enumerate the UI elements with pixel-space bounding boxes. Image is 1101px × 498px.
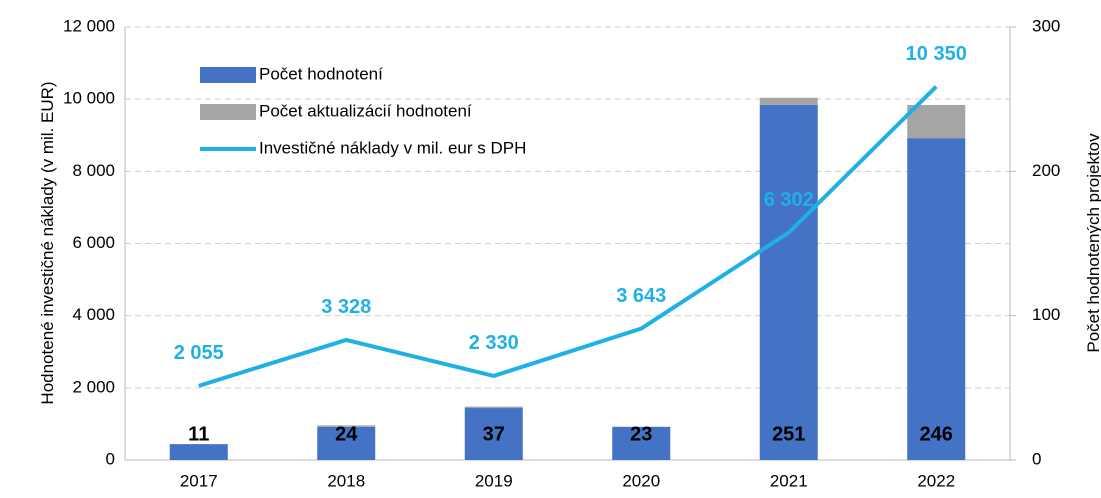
data-label: 6 302 bbox=[764, 189, 814, 211]
x-tick-label: 2018 bbox=[327, 471, 365, 490]
y-tick-label: 4 000 bbox=[72, 305, 115, 324]
total-label: 246 bbox=[920, 423, 953, 445]
legend-swatch bbox=[200, 67, 256, 83]
bar bbox=[317, 426, 376, 460]
x-tick-label: 2020 bbox=[622, 471, 660, 490]
data-label: 10 350 bbox=[906, 43, 967, 65]
data-label: 3 643 bbox=[616, 285, 666, 307]
x-tick-label: 2019 bbox=[475, 471, 513, 490]
bar bbox=[464, 406, 523, 409]
total-label: 24 bbox=[335, 423, 358, 445]
x-tick-label: 2022 bbox=[917, 471, 955, 490]
y-tick-label: 2 000 bbox=[72, 377, 115, 396]
bar bbox=[317, 425, 376, 427]
x-tick-label: 2021 bbox=[770, 471, 808, 490]
legend-label: Investičné náklady v mil. eur s DPH bbox=[259, 138, 526, 157]
y-tick-label: 8 000 bbox=[72, 161, 115, 180]
bar bbox=[169, 444, 228, 460]
bar bbox=[464, 408, 523, 460]
legend-swatch bbox=[200, 104, 256, 120]
y-tick-label: 10 000 bbox=[63, 89, 115, 108]
y2-tick-label: 300 bbox=[1032, 16, 1060, 35]
y-tick-label: 12 000 bbox=[63, 16, 115, 35]
total-label: 23 bbox=[630, 423, 652, 445]
line bbox=[198, 85, 938, 388]
y-tick-label: 6 000 bbox=[72, 233, 115, 252]
bar bbox=[907, 138, 966, 461]
bar bbox=[612, 426, 671, 460]
bar bbox=[759, 104, 818, 460]
legend-label: Počet aktualizácií hodnotení bbox=[259, 101, 472, 120]
y2-tick-label: 0 bbox=[1032, 449, 1041, 468]
y-tick-label: 0 bbox=[106, 449, 115, 468]
legend-label: Počet hodnotení bbox=[259, 64, 383, 83]
y2-tick-label: 100 bbox=[1032, 305, 1060, 324]
data-label: 3 328 bbox=[321, 296, 371, 318]
bar bbox=[759, 97, 818, 105]
total-label: 37 bbox=[483, 423, 505, 445]
total-label: 251 bbox=[772, 423, 805, 445]
y2-tick-label: 200 bbox=[1032, 161, 1060, 180]
x-tick-label: 2017 bbox=[180, 471, 218, 490]
bar bbox=[907, 104, 966, 139]
y2-axis-label: Počet hodnotených projektov bbox=[1084, 133, 1101, 353]
y-axis-label: Hodnotené investičné náklady (v mil. EUR… bbox=[38, 81, 57, 405]
data-label: 2 330 bbox=[469, 332, 519, 354]
total-label: 11 bbox=[188, 423, 209, 445]
data-label: 2 055 bbox=[174, 342, 224, 364]
